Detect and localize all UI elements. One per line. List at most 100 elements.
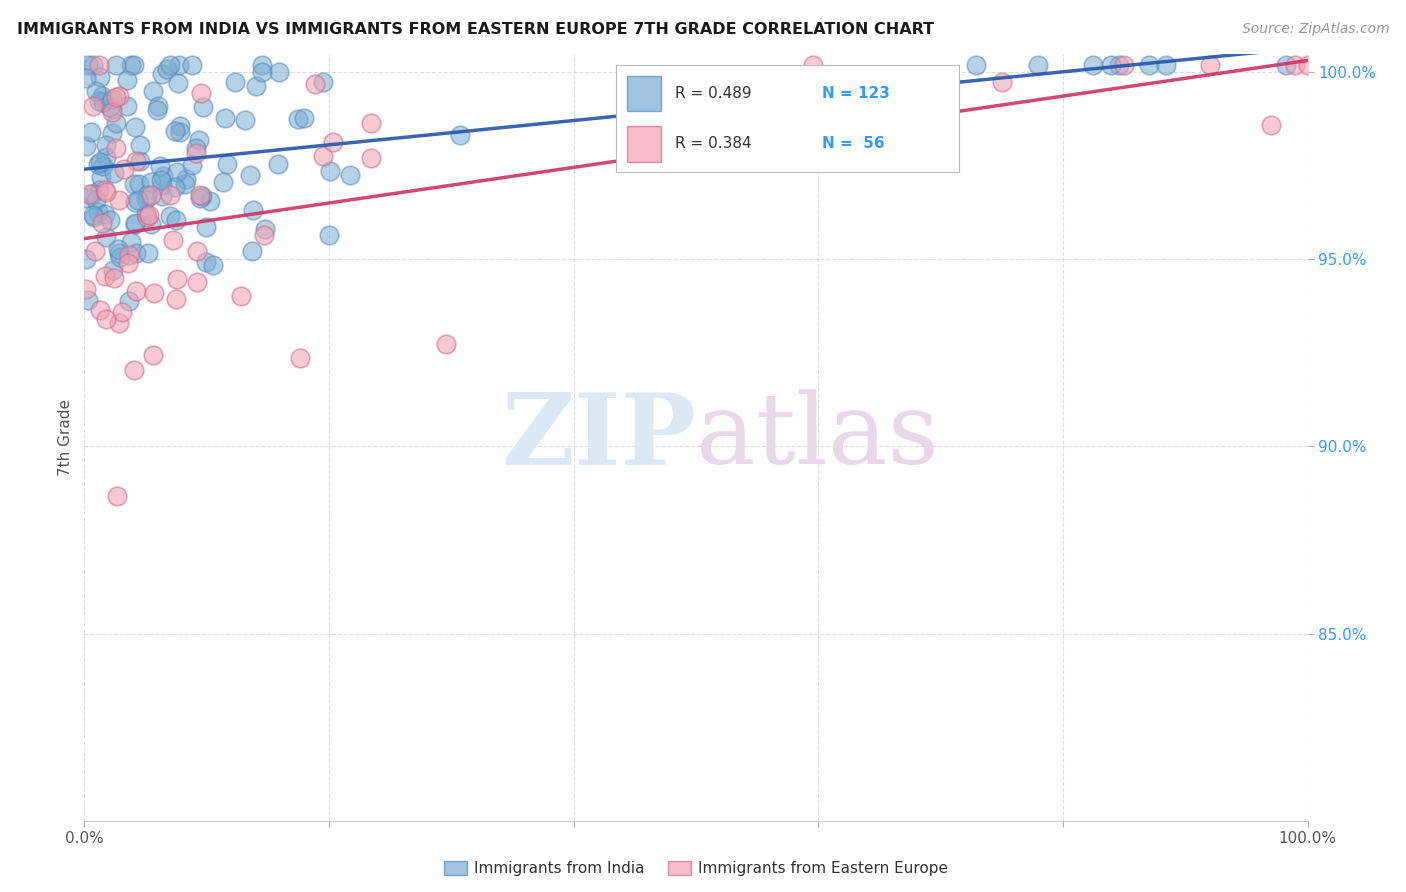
Point [231, 289, 253, 303]
Point [89, 70, 111, 85]
Point [159, 188, 181, 202]
Point [188, 191, 211, 205]
Point [184, 146, 207, 161]
Point [360, 152, 382, 166]
Point [434, 337, 457, 351]
Point [242, 202, 264, 217]
Point [89, 184, 111, 198]
Point [167, 76, 190, 90]
Point [124, 195, 146, 210]
Point [186, 244, 208, 258]
Point [80, 187, 103, 202]
Point [165, 292, 187, 306]
Point [98, 212, 121, 227]
Point [128, 177, 150, 191]
Point [104, 140, 127, 154]
Point [101, 105, 124, 120]
Point [322, 135, 344, 149]
Point [103, 270, 125, 285]
Point [105, 58, 128, 72]
Point [150, 189, 173, 203]
Point [290, 351, 312, 365]
Point [165, 124, 187, 138]
Point [127, 193, 149, 207]
Point [90, 169, 112, 184]
Point [77, 58, 100, 72]
Text: atlas: atlas [696, 389, 939, 485]
Point [266, 156, 288, 170]
Point [93, 268, 115, 283]
Point [224, 75, 246, 89]
Point [107, 89, 129, 103]
Point [169, 125, 191, 139]
Point [91, 95, 114, 110]
Point [318, 164, 340, 178]
Point [125, 153, 148, 168]
Point [214, 112, 236, 126]
Point [180, 157, 202, 171]
Point [269, 65, 291, 79]
Point [146, 99, 169, 113]
Point [174, 177, 197, 191]
Point [110, 305, 132, 319]
Point [101, 102, 124, 116]
Point [991, 75, 1014, 89]
Point [156, 62, 179, 76]
Point [115, 73, 138, 87]
Point [142, 285, 165, 300]
Point [166, 272, 188, 286]
Point [120, 235, 142, 249]
Point [245, 79, 267, 94]
Point [150, 67, 173, 81]
Point [312, 75, 335, 89]
Point [145, 103, 167, 117]
Point [1198, 58, 1220, 72]
Point [159, 209, 181, 223]
Point [104, 90, 127, 104]
Point [240, 244, 263, 258]
Point [77, 186, 100, 201]
Point [139, 176, 162, 190]
Point [152, 169, 174, 184]
Point [318, 227, 340, 242]
Point [103, 262, 125, 277]
Point [149, 159, 172, 173]
Point [292, 111, 315, 125]
Point [201, 258, 224, 272]
Point [117, 255, 139, 269]
Legend: Immigrants from India, Immigrants from Eastern Europe: Immigrants from India, Immigrants from E… [437, 855, 955, 882]
Point [1114, 58, 1136, 72]
Point [142, 84, 165, 98]
Point [100, 100, 122, 114]
Point [83, 210, 105, 224]
Point [120, 58, 142, 72]
Point [122, 363, 145, 377]
Point [1108, 58, 1130, 72]
Point [101, 92, 124, 106]
Point [233, 113, 256, 128]
Text: ZIP: ZIP [501, 389, 696, 485]
Point [75, 71, 97, 86]
Point [166, 165, 188, 179]
Point [115, 98, 138, 112]
Point [449, 128, 471, 142]
Point [149, 173, 172, 187]
Point [180, 58, 202, 72]
Point [190, 86, 212, 100]
Point [108, 316, 131, 330]
Point [105, 116, 128, 130]
Point [118, 248, 141, 262]
Point [96, 150, 118, 164]
Point [87, 156, 110, 170]
Point [198, 194, 221, 209]
Point [135, 188, 157, 202]
Point [1137, 58, 1160, 72]
Point [125, 284, 148, 298]
Point [103, 166, 125, 180]
Point [195, 219, 218, 234]
Point [80, 125, 103, 139]
Point [360, 116, 382, 130]
Point [124, 216, 146, 230]
Point [167, 58, 190, 72]
Point [239, 168, 262, 182]
